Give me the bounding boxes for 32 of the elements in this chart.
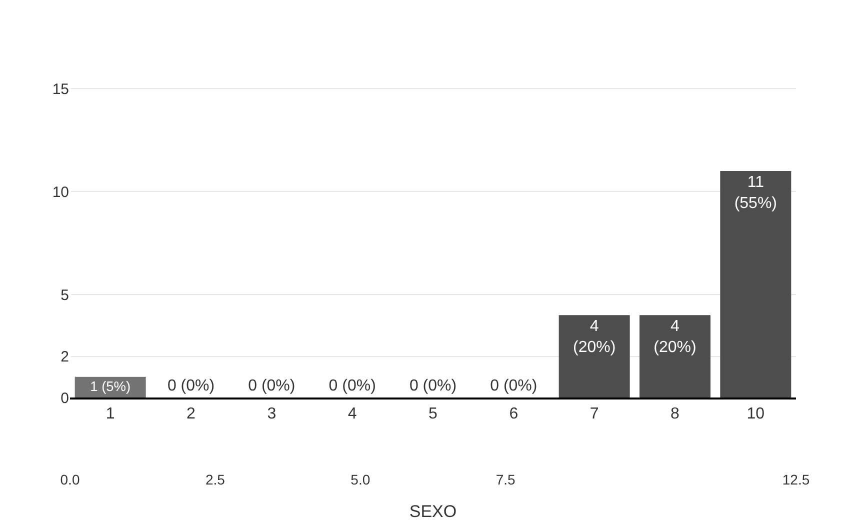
y-tick-label: 10 bbox=[52, 184, 69, 201]
x-tick-label: 3 bbox=[267, 405, 276, 422]
x2-tick-label: 0.0 bbox=[60, 472, 80, 488]
y-tick-label: 5 bbox=[60, 286, 69, 304]
data-label: 0 (0%) bbox=[490, 378, 538, 394]
data-label: 4 (20%) bbox=[572, 318, 616, 356]
x-tick-label: 10 bbox=[746, 405, 765, 422]
data-label: 0 (0%) bbox=[167, 378, 215, 394]
x-tick-label: 4 bbox=[348, 405, 357, 422]
data-label: 0 (0%) bbox=[328, 378, 376, 394]
x2-tick-label: 12.5 bbox=[782, 472, 810, 488]
data-label: 0 (0%) bbox=[409, 378, 457, 394]
x2-tick-label: 2.5 bbox=[205, 472, 226, 488]
x2-tick-label: 7.5 bbox=[496, 472, 516, 488]
x-tick-label: 7 bbox=[590, 405, 599, 422]
bar bbox=[558, 315, 630, 398]
y-tick-label: 0 bbox=[60, 390, 69, 407]
x-tick-label: 2 bbox=[186, 405, 196, 422]
bar bbox=[720, 171, 792, 398]
x-tick-label: 6 bbox=[509, 405, 518, 422]
data-label: 1 (5%) bbox=[90, 379, 131, 394]
x-tick-label: 5 bbox=[428, 405, 438, 422]
data-label: 4 (20%) bbox=[654, 318, 696, 356]
data-label: 11 (55%) bbox=[734, 174, 778, 212]
x2-tick-label: 5.0 bbox=[350, 472, 370, 488]
bar bbox=[640, 315, 710, 398]
x-tick-label: 8 bbox=[670, 405, 680, 422]
data-label: 0 (0%) bbox=[248, 378, 296, 394]
y-tick-label: 15 bbox=[52, 80, 69, 98]
x-tick-label: 1 bbox=[106, 405, 115, 422]
y-tick-label: 2 bbox=[60, 348, 69, 366]
x-axis-title: SEXO bbox=[409, 502, 457, 521]
